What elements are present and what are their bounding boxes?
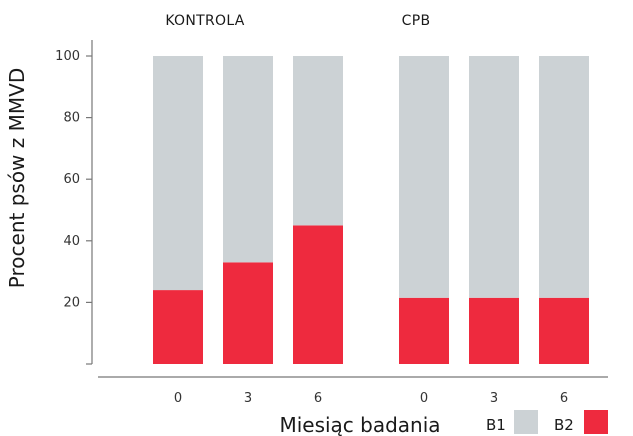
group-label-cpb: CPB (402, 13, 431, 29)
x-tick-labels: 0 3 6 0 3 6 (174, 391, 568, 406)
bar-b1-kontrola-6 (293, 56, 343, 226)
legend-label-b1: B1 (486, 416, 506, 434)
legend-swatch-b2 (584, 410, 608, 434)
legend-swatch-b1 (514, 410, 538, 434)
bar-b2-kontrola-0 (153, 290, 203, 364)
bar-b1-cpb-0 (399, 56, 449, 298)
y-axis-title: Procent psów z MMVD (5, 68, 29, 288)
bar-b1-cpb-6 (539, 56, 589, 298)
bar-b2-cpb-3 (469, 297, 519, 364)
legend-label-b2: B2 (554, 416, 574, 434)
x-tick-label: 0 (174, 391, 182, 406)
bars (153, 56, 589, 364)
bar-b2-cpb-0 (399, 297, 449, 364)
y-tick-label: 60 (63, 172, 80, 187)
y-tick-label: 100 (55, 49, 80, 64)
group-labels: KONTROLA CPB (165, 13, 430, 29)
bar-b1-kontrola-3 (223, 56, 273, 263)
x-axis-title: Miesiąc badania (279, 413, 440, 436)
bar-b1-cpb-3 (469, 56, 519, 298)
y-axis: 20 40 60 80 100 (55, 40, 93, 365)
x-tick-label: 6 (560, 391, 568, 406)
y-tick-label: 80 (63, 111, 80, 126)
bar-b2-kontrola-6 (293, 225, 343, 364)
bar-b2-cpb-6 (539, 297, 589, 364)
bar-b2-kontrola-3 (223, 262, 273, 364)
y-tick-label: 40 (63, 234, 80, 249)
x-tick-label: 3 (244, 391, 252, 406)
bar-b1-kontrola-0 (153, 56, 203, 291)
group-label-kontrola: KONTROLA (165, 13, 244, 29)
y-tick-label: 20 (63, 295, 80, 310)
x-tick-label: 0 (420, 391, 428, 406)
x-tick-label: 6 (314, 391, 322, 406)
x-tick-label: 3 (490, 391, 498, 406)
legend: B1 B2 (486, 410, 608, 434)
